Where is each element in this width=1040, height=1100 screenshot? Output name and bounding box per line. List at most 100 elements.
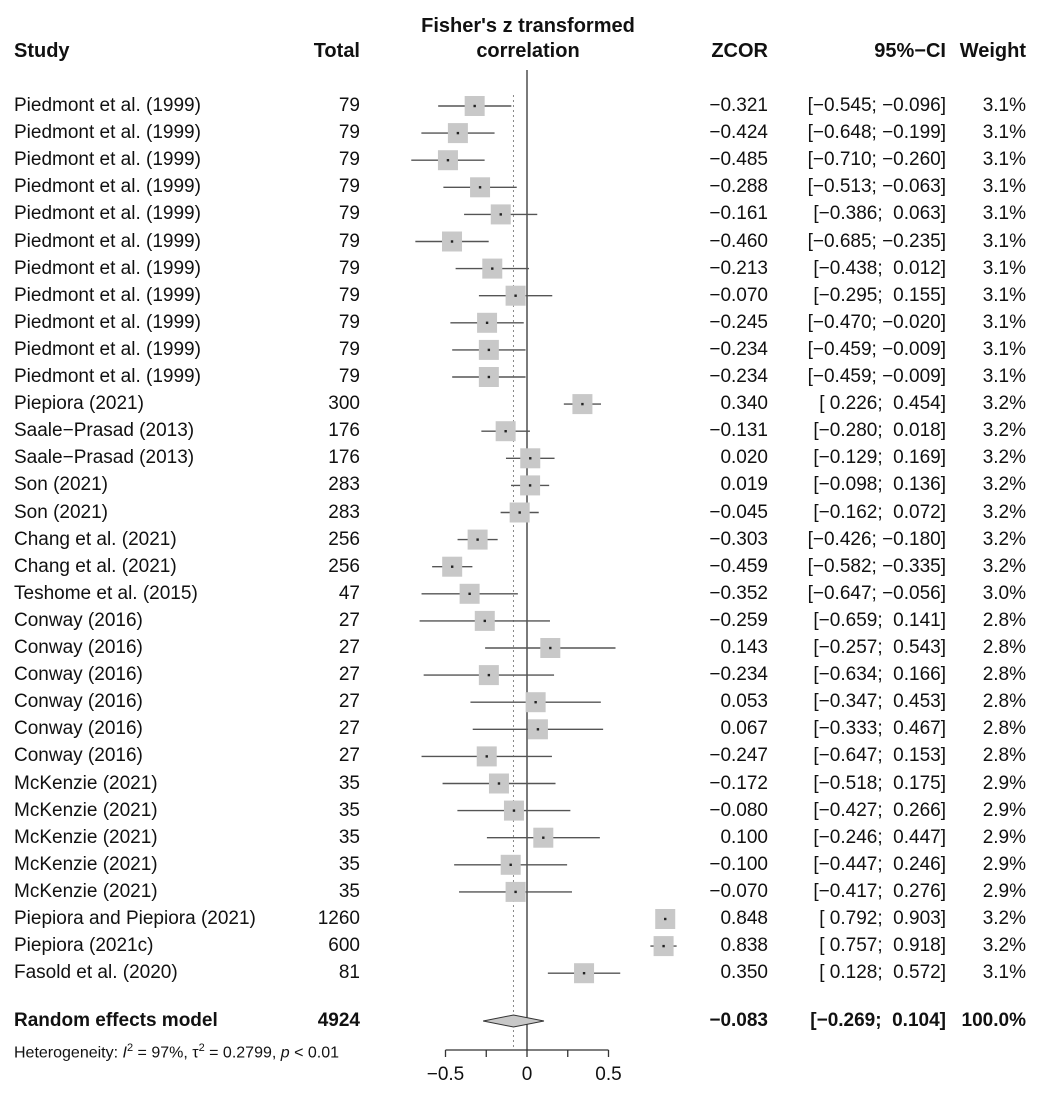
effect-point xyxy=(487,375,491,379)
effect-point xyxy=(487,673,491,677)
study-name: Saale−Prasad (2013) xyxy=(14,447,195,469)
effect-point xyxy=(512,809,516,812)
study-name: Conway (2016) xyxy=(14,609,143,631)
study-total: 27 xyxy=(338,745,360,767)
study-name: Saale−Prasad (2013) xyxy=(14,420,195,442)
study-ci: [−0.470; −0.020] xyxy=(807,311,946,333)
study-weight: 3.1% xyxy=(982,95,1026,116)
study-weight: 3.2% xyxy=(982,935,1026,957)
study-total: 79 xyxy=(338,149,360,171)
study-total: 35 xyxy=(338,826,360,848)
i2-symbol: I xyxy=(122,1044,127,1062)
study-total: 47 xyxy=(338,582,360,604)
study-zcor: −0.234 xyxy=(709,338,768,360)
summary-ci: [−0.269; 0.104] xyxy=(810,1010,946,1031)
study-name: Piedmont et al. (1999) xyxy=(14,257,201,279)
study-name: Teshome et al. (2015) xyxy=(14,582,198,604)
study-weight: 2.9% xyxy=(982,853,1026,875)
study-total: 35 xyxy=(338,880,360,902)
study-ci: [ 0.757; 0.918] xyxy=(819,935,946,957)
study-weight: 3.2% xyxy=(982,555,1026,577)
study-name: Fasold et al. (2020) xyxy=(14,962,178,984)
effect-point xyxy=(485,755,488,758)
study-zcor: −0.259 xyxy=(709,609,768,631)
header-total: Total xyxy=(313,40,360,62)
effect-point xyxy=(499,213,502,216)
study-name: Chang et al. (2021) xyxy=(14,528,177,550)
study-total: 79 xyxy=(338,338,360,360)
effect-point xyxy=(450,565,454,568)
study-name: Conway (2016) xyxy=(14,637,143,658)
x-tick-label: 0.5 xyxy=(595,1064,621,1085)
effect-point xyxy=(497,782,501,785)
study-zcor: 0.019 xyxy=(720,474,768,496)
study-name: Piedmont et al. (1999) xyxy=(14,284,201,306)
study-weight: 3.1% xyxy=(982,149,1026,171)
study-total: 79 xyxy=(338,176,360,198)
study-total: 79 xyxy=(338,284,360,306)
effect-point xyxy=(478,186,482,189)
study-name: Son (2021) xyxy=(14,501,109,523)
study-weight: 3.1% xyxy=(982,962,1026,984)
study-zcor: −0.321 xyxy=(709,95,768,116)
study-total: 79 xyxy=(338,230,360,252)
study-name: McKenzie (2021) xyxy=(14,880,158,902)
study-ci: [−0.647; 0.153] xyxy=(813,745,946,767)
study-name: Piedmont et al. (1999) xyxy=(14,149,201,171)
study-total: 79 xyxy=(338,122,360,144)
study-zcor: 0.838 xyxy=(720,935,768,957)
study-total: 300 xyxy=(328,393,360,415)
study-name: Piepiora (2021c) xyxy=(14,935,154,957)
effect-point xyxy=(446,159,450,162)
study-zcor: 0.053 xyxy=(720,691,768,713)
effect-point xyxy=(542,836,545,839)
effect-point xyxy=(504,430,507,433)
x-tick-label: −0.5 xyxy=(427,1064,465,1085)
study-name: Conway (2016) xyxy=(14,664,143,686)
study-weight: 3.1% xyxy=(982,122,1026,144)
effect-point xyxy=(491,267,494,270)
study-weight: 3.1% xyxy=(982,203,1026,225)
study-name: Conway (2016) xyxy=(14,718,143,740)
study-weight: 3.2% xyxy=(982,447,1026,469)
study-weight: 3.0% xyxy=(982,582,1026,604)
study-total: 256 xyxy=(328,555,360,577)
study-name: Conway (2016) xyxy=(14,691,143,713)
study-zcor: −0.131 xyxy=(709,420,768,442)
effect-point xyxy=(536,728,540,731)
study-name: McKenzie (2021) xyxy=(14,826,158,848)
study-total: 81 xyxy=(338,962,360,984)
study-ci: [−0.257; 0.543] xyxy=(813,637,946,658)
study-zcor: −0.485 xyxy=(709,149,768,171)
study-name: Piepiora (2021) xyxy=(14,393,144,415)
study-ci: [−0.648; −0.199] xyxy=(807,122,946,144)
study-weight: 3.1% xyxy=(982,284,1026,306)
study-total: 27 xyxy=(338,609,360,631)
study-ci: [−0.545; −0.096] xyxy=(807,95,946,116)
effect-point xyxy=(487,348,491,352)
study-zcor: −0.213 xyxy=(709,257,768,279)
study-ci: [−0.347; 0.453] xyxy=(813,691,946,713)
study-weight: 3.2% xyxy=(982,393,1026,415)
study-ci: [−0.386; 0.063] xyxy=(813,203,946,225)
study-ci: [−0.685; −0.235] xyxy=(807,230,946,252)
study-name: Piedmont et al. (1999) xyxy=(14,338,201,360)
study-name: McKenzie (2021) xyxy=(14,799,158,821)
study-name: McKenzie (2021) xyxy=(14,772,158,794)
study-zcor: −0.172 xyxy=(709,772,768,794)
effect-point xyxy=(518,511,521,514)
study-weight: 3.2% xyxy=(982,501,1026,523)
study-zcor: −0.161 xyxy=(709,203,768,225)
study-name: Chang et al. (2021) xyxy=(14,555,177,577)
study-ci: [−0.513; −0.063] xyxy=(807,176,946,198)
study-ci: [−0.426; −0.180] xyxy=(807,528,946,550)
study-zcor: −0.303 xyxy=(709,528,768,550)
study-weight: 2.8% xyxy=(982,718,1026,740)
header-study: Study xyxy=(14,40,70,62)
study-weight: 3.2% xyxy=(982,528,1026,550)
study-ci: [−0.438; 0.012] xyxy=(813,257,946,279)
effect-point xyxy=(581,402,584,406)
heterogeneity-prefix: Heterogeneity: xyxy=(14,1044,123,1062)
effect-point xyxy=(514,890,517,894)
